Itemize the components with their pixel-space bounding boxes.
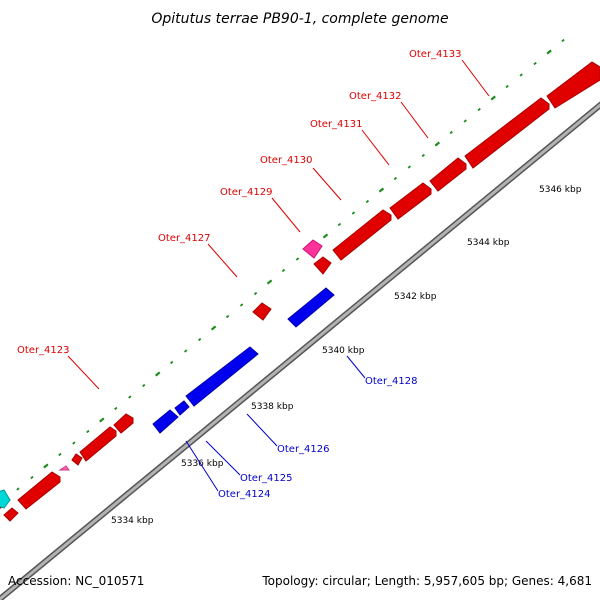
scale-label: 5334 kbp [111,516,154,526]
gene-arrow[interactable] [71,453,83,466]
scale-tick [295,257,300,261]
scale-tick [505,84,509,89]
gene-arrow[interactable] [313,256,332,275]
scale-tick [490,95,496,101]
gene-arrow[interactable] [185,346,259,407]
scale-tick [170,360,174,365]
gene-arrow[interactable] [17,471,61,510]
accession-text: Accession: NC_010571 [8,574,144,588]
scale-label: 5344 kbp [467,238,510,248]
scale-tick [30,475,34,480]
scale-tick [58,452,62,457]
reverse-gene-labels: Oter_4124 Oter_4125 Oter_4126 Oter_4128 [218,376,418,500]
tick-row-upper [2,38,565,503]
scale-tick [86,429,90,434]
gene-arrow[interactable] [287,287,335,328]
scale-tick [365,199,370,204]
forward-strand-features [0,61,600,522]
scale-tick [378,187,385,193]
gene-label[interactable]: Oter_4125 [240,473,293,484]
scale-tick [533,61,537,66]
gene-arrow[interactable] [546,61,600,109]
scale-tick [154,371,161,377]
scale-label: 5336 kbp [181,459,224,469]
scale-tick [477,107,481,112]
gene-label[interactable]: Oter_4123 [17,345,70,356]
gene-arrow[interactable] [152,409,179,434]
gene-label[interactable]: Oter_4127 [158,233,211,244]
gene-arrow[interactable] [302,239,323,259]
scale-tick [434,141,441,147]
gene-label[interactable]: Oter_4130 [260,155,313,166]
genome-backbone [0,101,600,600]
scale-tick [16,487,20,491]
gene-arrow[interactable] [79,426,117,462]
forward-gene-labels: Oter_4123 Oter_4127 Oter_4129 Oter_4130 … [17,49,462,356]
scale-tick [184,349,188,353]
scale-tick [421,153,425,158]
gene-label[interactable]: Oter_4129 [220,187,273,198]
scale-tick [337,222,342,227]
gene-arrow[interactable] [58,465,70,471]
scale-tick [266,279,273,285]
gene-arrow[interactable] [429,157,467,192]
scale-tick [225,314,230,319]
gene-arrow[interactable] [332,209,392,261]
scale-label: 5346 kbp [539,185,582,195]
gene-label[interactable]: Oter_4128 [365,376,418,387]
scale-tick [393,176,397,181]
gene-arrow[interactable] [464,97,550,169]
scale-tick [407,165,411,169]
gene-arrow[interactable] [113,413,134,434]
scale-tick [198,337,202,342]
reverse-strand-features [152,287,335,434]
reverse-label-leaders [185,355,366,492]
scale-tick [239,303,244,307]
scale-tick [210,325,217,331]
scale-label: 5340 kbp [322,346,365,356]
scale-label: 5338 kbp [251,402,294,412]
gene-label[interactable]: Oter_4131 [310,119,363,130]
scale-tick [546,49,552,55]
scale-tick [114,406,118,411]
scale-tick [561,38,565,43]
scale-label: 5342 kbp [394,292,437,302]
scale-tick [449,130,453,135]
gene-label[interactable]: Oter_4133 [409,49,462,60]
scale-tick [519,73,523,77]
forward-label-leaders [67,59,490,390]
scale-tick [253,291,258,296]
summary-text: Topology: circular; Length: 5,957,605 bp… [261,574,592,588]
gene-arrow[interactable] [389,182,432,220]
scale-tick [128,395,132,399]
gene-arrow[interactable] [3,507,19,522]
scale-tick [463,119,467,123]
gene-arrow[interactable] [174,400,190,416]
scale-tick [72,441,76,445]
gene-label[interactable]: Oter_4124 [218,489,271,500]
misc-feature[interactable] [0,489,11,509]
scale-tick [142,383,146,388]
scale-labels: 5334 kbp 5336 kbp 5338 kbp 5340 kbp 5342… [111,185,582,526]
map-title: Opitutus terrae PB90-1, complete genome [151,11,448,27]
scale-tick [322,233,329,239]
scale-tick [99,417,105,423]
gene-label[interactable]: Oter_4132 [349,91,402,102]
scale-tick [281,268,286,273]
scale-tick [351,211,356,215]
gene-label[interactable]: Oter_4126 [277,444,330,455]
gene-arrow[interactable] [252,302,272,321]
scale-tick [43,463,49,469]
